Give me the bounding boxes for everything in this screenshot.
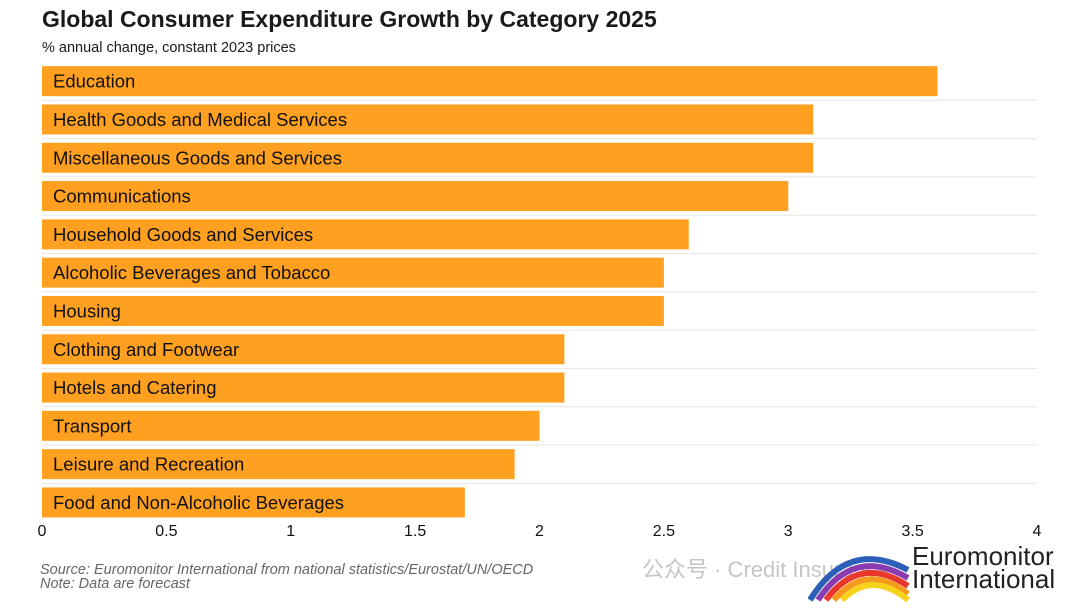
bar <box>42 66 938 97</box>
x-axis-ticks: 0 0.5 1 1.5 2 2.5 3 3.5 4 <box>38 523 1042 540</box>
bar-label: Hotels and Catering <box>53 377 217 398</box>
bar <box>42 257 664 288</box>
bars <box>42 66 938 518</box>
x-tick-label: 1 <box>286 523 295 540</box>
x-tick-label: 2 <box>535 523 544 540</box>
bar-label: Alcoholic Beverages and Tobacco <box>53 262 330 283</box>
bar-label: Housing <box>53 300 121 321</box>
bar <box>42 410 540 441</box>
bar-label: Leisure and Recreation <box>53 454 244 475</box>
bar <box>42 104 814 135</box>
bar <box>42 449 515 480</box>
bar <box>42 219 689 250</box>
grid-lines <box>42 99 1037 484</box>
bar-label: Household Goods and Services <box>53 224 313 245</box>
bar <box>42 487 465 518</box>
bar-label: Clothing and Footwear <box>53 339 239 360</box>
source-note: Source: Euromonitor International from n… <box>40 562 534 578</box>
x-tick-label: 4 <box>1033 523 1042 540</box>
bar <box>42 334 565 365</box>
bar-chart: Education Health Goods and Medical Servic… <box>38 66 1042 540</box>
logo-text-line1: Euromonitor <box>912 541 1054 571</box>
chart-subtitle: % annual change, constant 2023 prices <box>42 40 296 56</box>
logo-text-line2: International <box>912 564 1056 594</box>
bar <box>42 295 664 326</box>
forecast-note: Note: Data are forecast <box>40 576 190 592</box>
chart-title: Global Consumer Expenditure Growth by Ca… <box>42 6 657 32</box>
bar-label: Miscellaneous Goods and Services <box>53 147 342 168</box>
x-tick-label: 0 <box>38 523 47 540</box>
x-tick-label: 3 <box>784 523 793 540</box>
bar-label: Transport <box>53 415 131 436</box>
bar-label: Health Goods and Medical Services <box>53 109 347 130</box>
x-tick-label: 2.5 <box>653 523 675 540</box>
x-tick-label: 1.5 <box>404 523 426 540</box>
bar-label: Food and Non-Alcoholic Beverages <box>53 492 344 513</box>
bar <box>42 142 814 173</box>
bar <box>42 372 565 403</box>
bar <box>42 181 789 212</box>
bar-label: Communications <box>53 186 191 207</box>
bar-label: Education <box>53 71 135 92</box>
x-tick-label: 3.5 <box>902 523 924 540</box>
bar-labels: Education Health Goods and Medical Servic… <box>53 71 347 513</box>
euromonitor-logo-icon <box>808 556 910 602</box>
x-tick-label: 0.5 <box>155 523 177 540</box>
